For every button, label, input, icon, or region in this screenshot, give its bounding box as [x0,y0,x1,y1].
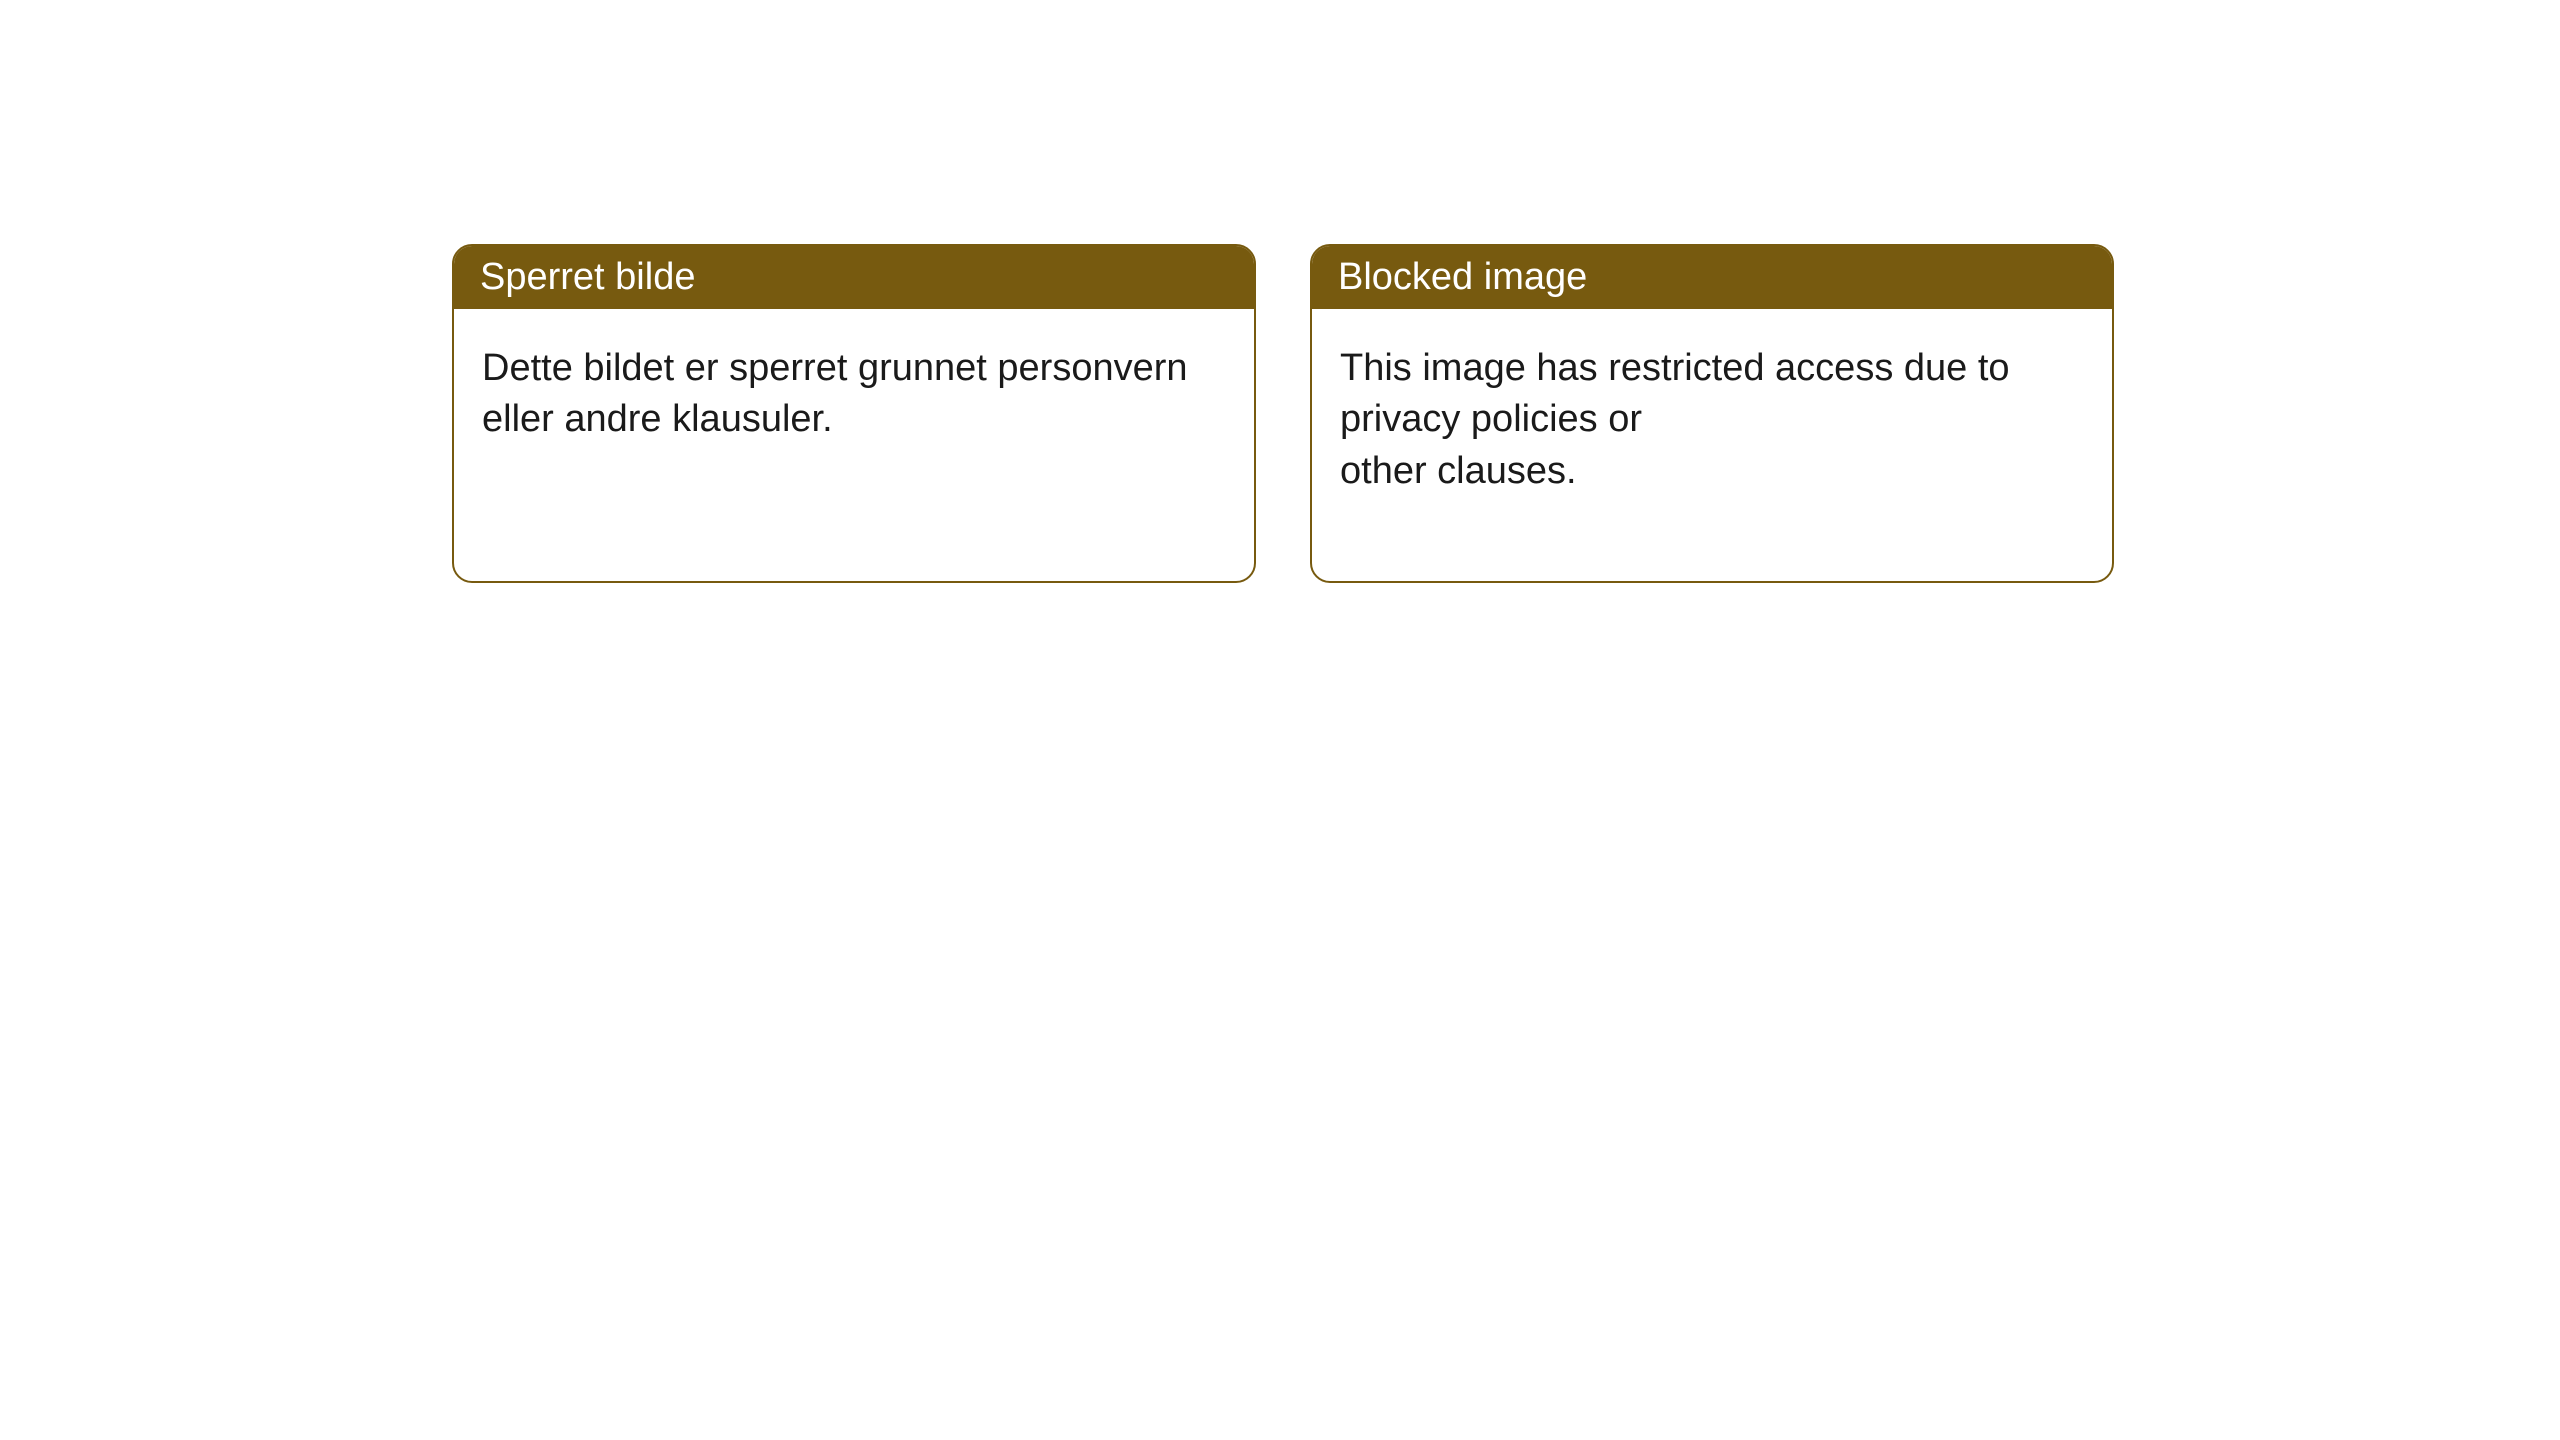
notice-card-norwegian: Sperret bilde Dette bildet er sperret gr… [452,244,1256,583]
notice-header-english: Blocked image [1312,246,2112,309]
notice-header-norwegian: Sperret bilde [454,246,1254,309]
notice-body-english: This image has restricted access due to … [1312,309,2112,581]
notice-container: Sperret bilde Dette bildet er sperret gr… [0,0,2560,583]
notice-body-norwegian: Dette bildet er sperret grunnet personve… [454,309,1254,581]
notice-card-english: Blocked image This image has restricted … [1310,244,2114,583]
